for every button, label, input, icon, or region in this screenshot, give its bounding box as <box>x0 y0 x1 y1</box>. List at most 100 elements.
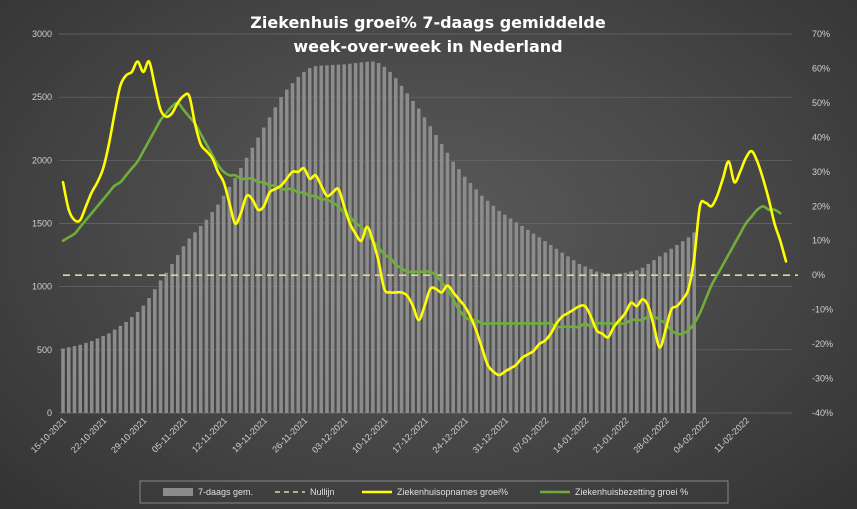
bar <box>554 248 559 413</box>
bar <box>394 78 398 413</box>
x-tick-label: 12-11-2021 <box>190 415 229 454</box>
bar <box>422 117 427 413</box>
right-tick-label: -40% <box>812 408 833 418</box>
x-tick-label: 31-12-2021 <box>471 415 511 455</box>
x-tick-label: 17-12-2021 <box>390 415 430 455</box>
bar <box>411 100 415 413</box>
bar <box>187 238 192 413</box>
legend-label-opnames: Ziekenhuisopnames groei% <box>397 487 508 497</box>
right-tick-label: 0% <box>812 270 825 280</box>
bar <box>61 348 65 413</box>
bar <box>290 83 295 414</box>
legend-swatch-bar <box>163 488 193 496</box>
left-tick-label: 3000 <box>32 29 52 39</box>
line-bezetting <box>61 101 782 336</box>
bar <box>72 346 77 413</box>
bar <box>405 93 410 414</box>
bar <box>210 212 214 413</box>
bar <box>313 66 318 413</box>
right-tick-label: -10% <box>812 305 833 315</box>
bar <box>296 76 301 413</box>
bar <box>399 85 404 414</box>
bar <box>227 186 232 413</box>
bar <box>216 204 220 413</box>
right-tick-label: -20% <box>812 339 833 349</box>
left-axis-ticks: 0 500 1000 1500 2000 2500 3000 <box>32 29 52 418</box>
legend-label-bezetting: Ziekenhuisbezetting groei % <box>575 487 688 497</box>
bar <box>445 152 450 413</box>
bar <box>451 161 455 413</box>
right-axis-ticks: -40% -30% -20% -10% 0% 10% 20% 30% 40% 50% 60% 70% <box>812 29 833 418</box>
bar <box>566 256 570 413</box>
legend: 7-daags gem. Nullijn Ziekenhuisopnames gro… <box>139 480 729 504</box>
bar <box>416 108 421 413</box>
bar <box>353 63 358 413</box>
bar <box>675 244 679 413</box>
x-tick-label: 21-01-2022 <box>591 415 631 455</box>
x-tick-label: 14-01-2022 <box>551 415 591 455</box>
x-tick-label: 07-01-2022 <box>511 415 551 455</box>
bar <box>520 226 524 413</box>
bar <box>273 107 278 414</box>
x-tick-label: 28-01-2022 <box>631 415 671 455</box>
bar <box>164 272 169 413</box>
chart-title-line2: week-over-week in Nederland <box>293 37 562 56</box>
bar <box>342 64 346 413</box>
bar <box>514 222 519 413</box>
bar <box>560 252 564 413</box>
x-tick-label: 05-11-2021 <box>150 415 189 454</box>
bar <box>508 218 513 413</box>
bar <box>468 183 473 413</box>
left-tick-label: 2000 <box>32 155 52 165</box>
bar <box>193 232 197 413</box>
bar <box>594 271 599 413</box>
bar <box>646 263 651 413</box>
bar <box>428 126 433 414</box>
bar <box>250 147 255 413</box>
bar <box>141 305 146 413</box>
x-tick-label: 29-10-2021 <box>109 415 149 455</box>
line-opnames <box>61 60 788 377</box>
x-tick-label: 24-12-2021 <box>430 415 470 455</box>
bar <box>66 347 71 413</box>
bar-series <box>61 61 696 414</box>
right-tick-label: -30% <box>812 374 833 384</box>
left-tick-label: 1500 <box>32 219 52 229</box>
bar <box>623 272 628 413</box>
bar <box>600 272 605 413</box>
bar <box>359 62 364 414</box>
bar <box>680 241 685 413</box>
bar <box>307 68 312 414</box>
bar <box>107 333 111 413</box>
left-tick-label: 2500 <box>32 92 52 102</box>
bar <box>118 325 123 413</box>
bar <box>267 117 272 413</box>
bar <box>330 64 335 414</box>
bar <box>388 71 392 414</box>
bar <box>112 329 117 413</box>
bar <box>319 65 323 413</box>
left-tick-label: 0 <box>47 408 52 418</box>
legend-label-bar: 7-daags gem. <box>198 487 253 497</box>
bar <box>457 169 461 413</box>
bar <box>382 66 387 413</box>
x-tick-label: 03-12-2021 <box>310 415 350 455</box>
bar <box>89 340 94 413</box>
bar <box>221 195 226 413</box>
chart-title-line1: Ziekenhuis groei% 7-daags gemiddelde <box>250 13 606 32</box>
bar <box>244 157 249 413</box>
bar <box>571 260 576 413</box>
bar <box>617 273 622 413</box>
right-tick-label: 60% <box>812 63 830 73</box>
right-tick-label: 10% <box>812 236 830 246</box>
bar <box>84 342 88 413</box>
bar <box>640 267 645 413</box>
bar <box>376 63 381 413</box>
bar <box>130 316 134 413</box>
x-tick-label: 10-12-2021 <box>350 415 390 455</box>
x-tick-label: 04-02-2022 <box>671 415 711 455</box>
bar <box>589 268 593 413</box>
bar <box>462 176 467 413</box>
bar <box>135 311 140 413</box>
